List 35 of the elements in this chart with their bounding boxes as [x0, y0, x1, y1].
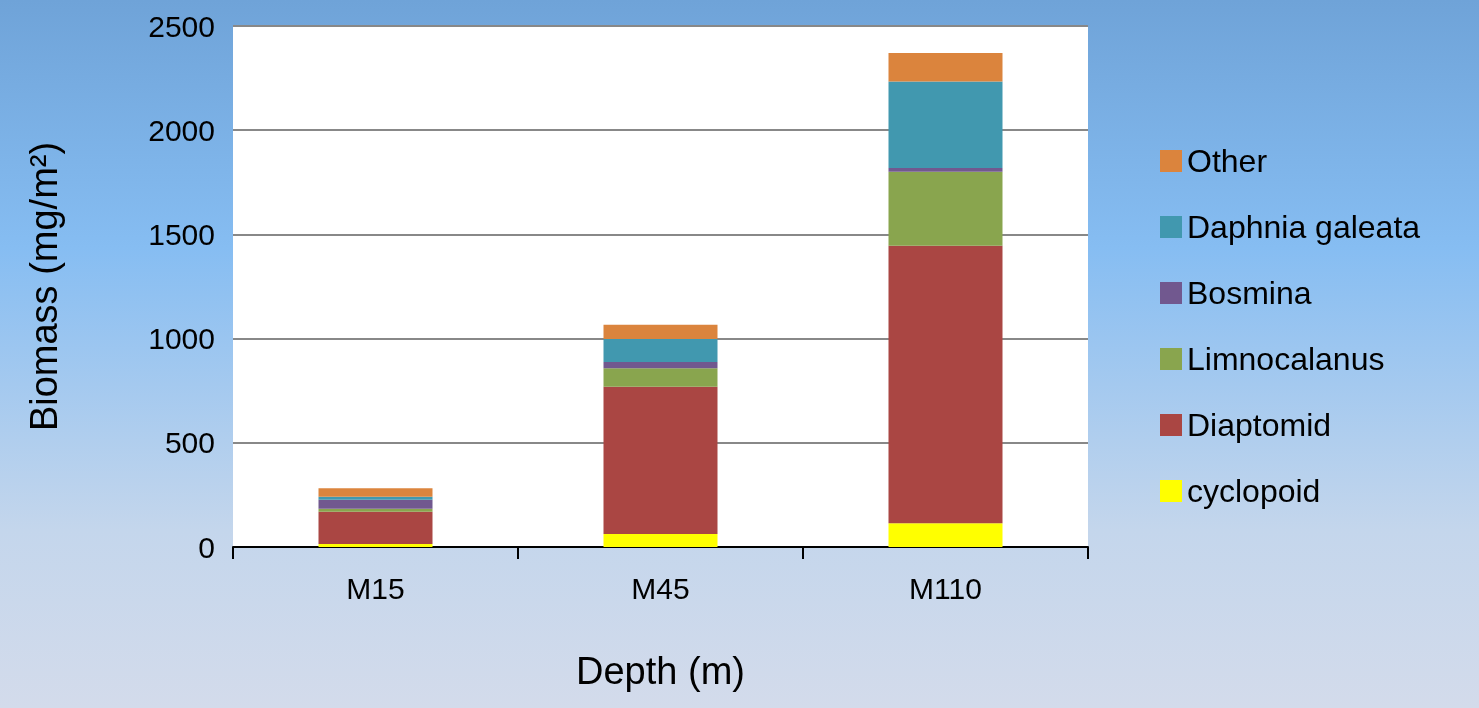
legend-label: Diaptomid — [1187, 407, 1332, 443]
y-tick-label: 0 — [198, 530, 215, 564]
bar — [318, 499, 433, 509]
bar — [603, 534, 718, 547]
x-tick-label: M45 — [631, 571, 690, 605]
bar — [888, 523, 1003, 547]
y-tick-label: 2500 — [148, 9, 215, 43]
bar — [888, 81, 1003, 168]
legend-label: Bosmina — [1187, 275, 1312, 311]
y-tick-label: 2000 — [148, 113, 215, 147]
bar — [603, 361, 718, 369]
bar — [318, 508, 433, 512]
bar — [888, 53, 1003, 82]
bar — [888, 167, 1003, 172]
legend-label: Limnocalanus — [1187, 341, 1385, 377]
bar — [603, 324, 718, 340]
legend-label: Other — [1187, 143, 1268, 179]
x-tick-label: M15 — [346, 571, 405, 605]
bar — [603, 339, 718, 362]
bar — [888, 171, 1003, 246]
y-tick-label: 1500 — [148, 217, 215, 251]
x-tick-label: M110 — [909, 571, 982, 605]
y-tick-label: 500 — [164, 426, 215, 460]
bar — [318, 511, 433, 545]
bar — [318, 496, 433, 500]
bar — [888, 245, 1003, 524]
y-tick-label: 1000 — [148, 322, 215, 356]
bar — [318, 488, 433, 497]
x-axis-title: Depth (m) — [576, 650, 745, 692]
y-axis-title: Biomass (mg/m²) — [23, 141, 65, 432]
legend-label: Daphnia galeata — [1187, 209, 1421, 245]
legend-label: cyclopoid — [1187, 473, 1321, 509]
bar — [603, 368, 718, 387]
bar — [318, 544, 433, 547]
bar — [603, 386, 718, 535]
